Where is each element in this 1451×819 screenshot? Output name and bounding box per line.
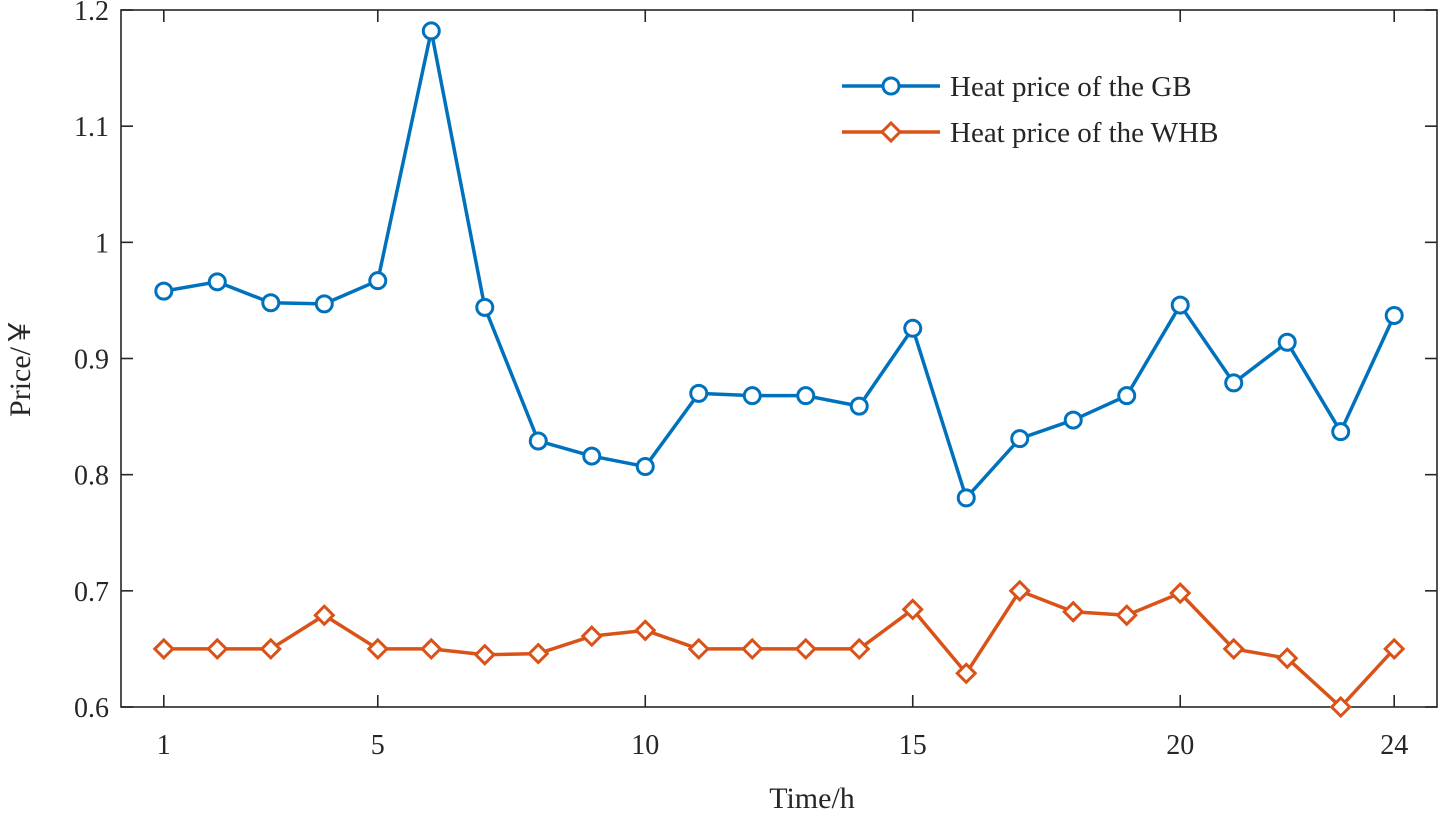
series-whb [152, 579, 1406, 719]
x-tick-label: 5 [371, 730, 385, 761]
data-point-diamond [634, 619, 657, 642]
x-tick-label: 20 [1166, 730, 1194, 761]
axes: 1 5 10 15 20 240.60.70.80.911.11.2 [74, 0, 1438, 761]
y-tick-label: 1 [95, 228, 109, 259]
data-point-diamond [1169, 582, 1192, 605]
data-point-diamond [420, 637, 443, 661]
y-tick-label: 0.9 [74, 345, 109, 376]
data-point-diamond [366, 637, 389, 661]
data-point-circle [421, 21, 441, 41]
legend-label: Heat price of the GB [950, 71, 1192, 103]
data-point-circle [1063, 410, 1083, 430]
data-point-circle [314, 294, 334, 314]
data-point-diamond [794, 637, 817, 661]
data-point-diamond [259, 637, 282, 661]
y-tick-label: 0.8 [74, 461, 109, 492]
data-point-circle [689, 383, 709, 403]
data-point-circle [207, 272, 227, 292]
data-point-circle [849, 396, 869, 416]
data-point-circle [956, 488, 976, 508]
legend-item: Heat price of the WHB [842, 117, 1218, 149]
data-point-circle [1010, 429, 1030, 449]
series-line [163, 589, 1396, 709]
legend-item: Heat price of the GB [842, 71, 1192, 103]
data-point-circle [368, 271, 388, 291]
data-point-diamond [152, 637, 175, 661]
legend-marker [881, 76, 901, 96]
series-layer [152, 21, 1406, 719]
data-point-diamond [580, 625, 603, 648]
data-point-diamond [1008, 579, 1031, 602]
series-line [163, 29, 1396, 500]
data-point-circle [742, 386, 762, 406]
data-point-diamond [687, 637, 710, 661]
series-gb [154, 21, 1404, 508]
data-point-circle [154, 281, 174, 301]
data-point-circle [1277, 332, 1297, 352]
y-tick-label: 1.2 [74, 0, 109, 27]
data-point-circle [1170, 295, 1190, 315]
data-point-circle [261, 293, 281, 313]
y-axis-title: Price/￥ [4, 317, 37, 417]
x-tick-label: 1 [157, 730, 171, 761]
y-tick-label: 0.6 [74, 693, 109, 724]
data-point-diamond [955, 662, 978, 685]
data-point-diamond [741, 637, 764, 661]
data-point-diamond [206, 637, 229, 661]
data-point-diamond [1222, 637, 1245, 661]
data-point-diamond [473, 643, 496, 666]
data-point-diamond [1276, 647, 1299, 670]
data-point-circle [796, 386, 816, 406]
x-tick-label: 24 [1380, 730, 1408, 761]
y-tick-label: 1.1 [74, 112, 109, 143]
legend: Heat price of the GB Heat price of the WH… [842, 71, 1218, 149]
data-point-circle [1384, 306, 1404, 326]
data-point-diamond [527, 642, 550, 665]
data-point-circle [475, 297, 495, 317]
data-point-diamond [848, 637, 871, 661]
x-axis-title: Time/h [769, 782, 855, 815]
data-point-circle [903, 318, 923, 338]
data-point-circle [528, 431, 548, 451]
x-tick-label: 10 [631, 730, 659, 761]
legend-marker [879, 120, 903, 144]
data-point-diamond [1383, 637, 1406, 661]
data-point-circle [1117, 386, 1137, 406]
data-point-circle [635, 457, 655, 477]
data-point-circle [1224, 373, 1244, 393]
data-point-diamond [1115, 604, 1138, 627]
data-point-diamond [1329, 695, 1352, 719]
legend-label: Heat price of the WHB [950, 117, 1218, 149]
x-tick-label: 15 [899, 730, 927, 761]
data-point-diamond [901, 598, 924, 621]
data-point-diamond [1062, 600, 1085, 623]
data-point-circle [1331, 422, 1351, 442]
plot-frame [120, 9, 1438, 708]
data-point-circle [582, 446, 602, 466]
data-point-diamond [313, 604, 336, 627]
y-tick-label: 0.7 [74, 577, 109, 608]
